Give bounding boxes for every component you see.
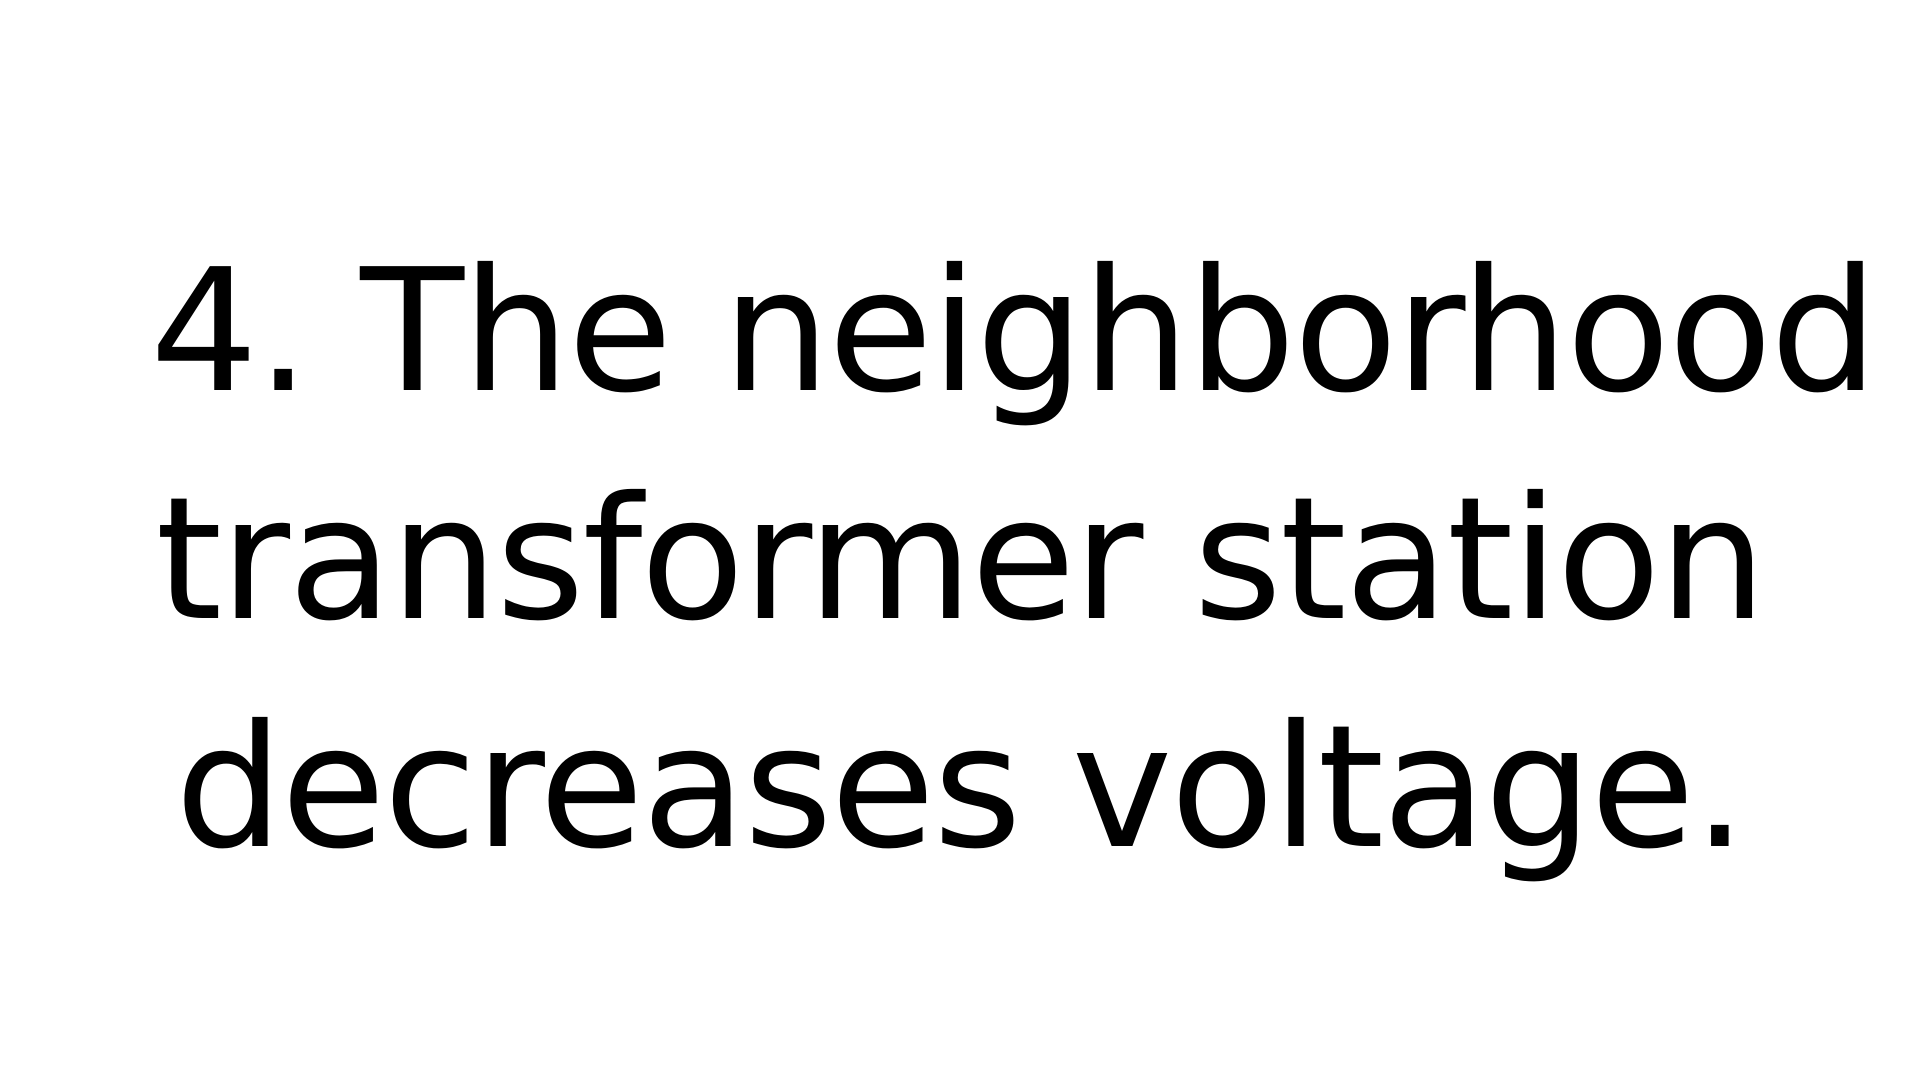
statement-line-3: decreases voltage. (175, 689, 1747, 887)
statement-line-2: transformer station (155, 461, 1767, 659)
statement-text: 4. The neighborhood transformer station … (150, 218, 1878, 902)
statement-line-1: 4. The neighborhood (150, 233, 1878, 431)
